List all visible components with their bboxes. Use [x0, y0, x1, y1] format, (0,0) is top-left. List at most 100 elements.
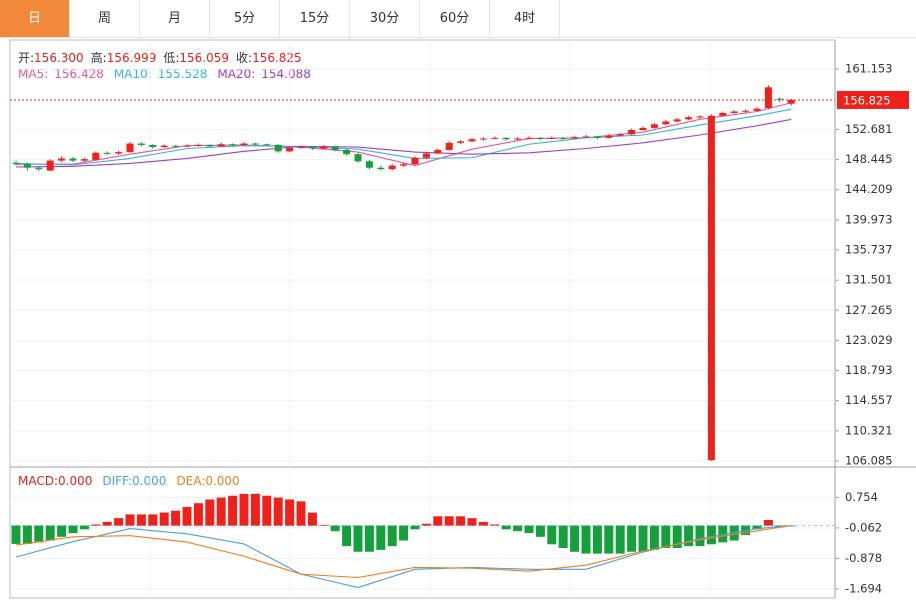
- macd-bar: [661, 525, 671, 549]
- macd-bar: [273, 497, 283, 526]
- period-tab[interactable]: 日: [0, 0, 70, 37]
- macd-bar: [638, 525, 648, 552]
- candle-body: [23, 164, 31, 168]
- macd-bar: [672, 525, 682, 549]
- macd-bar: [763, 520, 773, 526]
- macd-bar: [34, 525, 44, 543]
- macd-bar: [91, 524, 101, 526]
- candle-body: [582, 136, 590, 138]
- candle-body: [753, 108, 761, 111]
- macd-bar: [228, 495, 238, 526]
- macd-bar: [22, 525, 32, 544]
- candle-body: [650, 124, 658, 128]
- macd-bar: [649, 525, 659, 550]
- candle-body: [58, 158, 66, 161]
- candle-body: [559, 137, 567, 139]
- y-tick-label: 131.501: [845, 273, 893, 287]
- macd-bar: [193, 503, 203, 526]
- ma-legend: MA5: 156.428 MA10: 155.528 MA20: 154.088: [18, 67, 321, 81]
- period-tab[interactable]: 60分: [420, 0, 490, 37]
- candle-body: [297, 147, 305, 149]
- candle-body: [593, 136, 601, 138]
- legend-value: 155.528: [157, 67, 208, 81]
- candle-body: [764, 87, 772, 108]
- candle-body: [525, 137, 533, 139]
- macd-bar: [262, 495, 272, 526]
- candle-body: [103, 152, 111, 154]
- legend-value: 156.428: [54, 67, 104, 81]
- indicator-line: [16, 102, 792, 167]
- period-tab[interactable]: 5分: [210, 0, 280, 37]
- candle-body: [685, 117, 693, 120]
- macd-bar: [250, 493, 260, 526]
- macd-bar: [11, 525, 21, 544]
- legend-name: DEA:: [176, 474, 206, 488]
- macd-bar: [136, 514, 146, 526]
- macd-bar: [102, 521, 112, 526]
- candle-body: [80, 159, 88, 161]
- candle-body: [240, 143, 248, 145]
- macd-bar: [444, 516, 454, 526]
- macd-bar: [319, 524, 329, 526]
- macd-bar: [695, 525, 705, 547]
- candle-body: [35, 167, 43, 170]
- candle-body: [696, 116, 704, 118]
- legend-name: MA5:: [18, 67, 49, 81]
- candle-body: [548, 137, 556, 139]
- candle-body: [445, 142, 453, 150]
- last-price-box: [837, 90, 909, 109]
- indicator-line: [15, 118, 792, 168]
- candle-body: [571, 137, 579, 139]
- candle-body: [206, 144, 214, 147]
- quote-label: 收:: [236, 51, 253, 65]
- candle-body: [628, 130, 636, 135]
- candle-body: [719, 112, 727, 116]
- candle-body: [639, 127, 647, 131]
- candle-body: [457, 141, 465, 143]
- macd-bar: [205, 499, 215, 526]
- macd-bar: [490, 524, 500, 526]
- y-tick-label: 127.265: [845, 303, 893, 317]
- period-tab[interactable]: 周: [70, 0, 140, 37]
- legend-name: MA20:: [217, 67, 256, 81]
- macd-bar: [114, 518, 124, 526]
- period-tab[interactable]: 月: [140, 0, 210, 37]
- period-tab[interactable]: 30分: [350, 0, 420, 37]
- macd-bar: [45, 525, 55, 541]
- macd-bar: [307, 512, 317, 526]
- candle-body: [400, 164, 408, 166]
- macd-bar: [684, 525, 694, 547]
- macd-bar: [558, 525, 568, 549]
- candle-body: [194, 144, 202, 146]
- legend-name: MACD:: [18, 474, 59, 488]
- macd-bar: [752, 525, 762, 530]
- macd-bar: [592, 525, 602, 554]
- candle-body: [172, 145, 180, 147]
- candle-body: [491, 137, 499, 139]
- macd-bar: [467, 518, 477, 526]
- candle-body: [673, 119, 681, 122]
- candle-body: [183, 145, 191, 147]
- quote-label: 高:: [90, 51, 107, 65]
- candle-body: [343, 149, 351, 155]
- period-tab[interactable]: 4时: [490, 0, 560, 37]
- macd-bar: [433, 516, 443, 526]
- macd-bar: [706, 525, 716, 545]
- quote-legend: 开:156.300 高:156.999 低:156.059 收:156.825: [18, 49, 309, 66]
- macd-bar: [376, 525, 386, 550]
- macd-bar: [68, 525, 78, 534]
- period-tab[interactable]: 15分: [280, 0, 350, 37]
- legend-name: MA10:: [113, 67, 152, 81]
- y-tick-label: -1.694: [845, 581, 882, 595]
- macd-bar: [79, 525, 89, 530]
- candle-body: [536, 137, 544, 139]
- candle-body: [514, 138, 522, 140]
- legend-value: 0.000: [205, 474, 240, 488]
- macd-bar: [581, 525, 591, 554]
- candle-body: [274, 144, 282, 152]
- candle-body: [320, 146, 328, 149]
- macd-bar: [547, 525, 557, 545]
- y-tick-label: -0.062: [845, 520, 882, 534]
